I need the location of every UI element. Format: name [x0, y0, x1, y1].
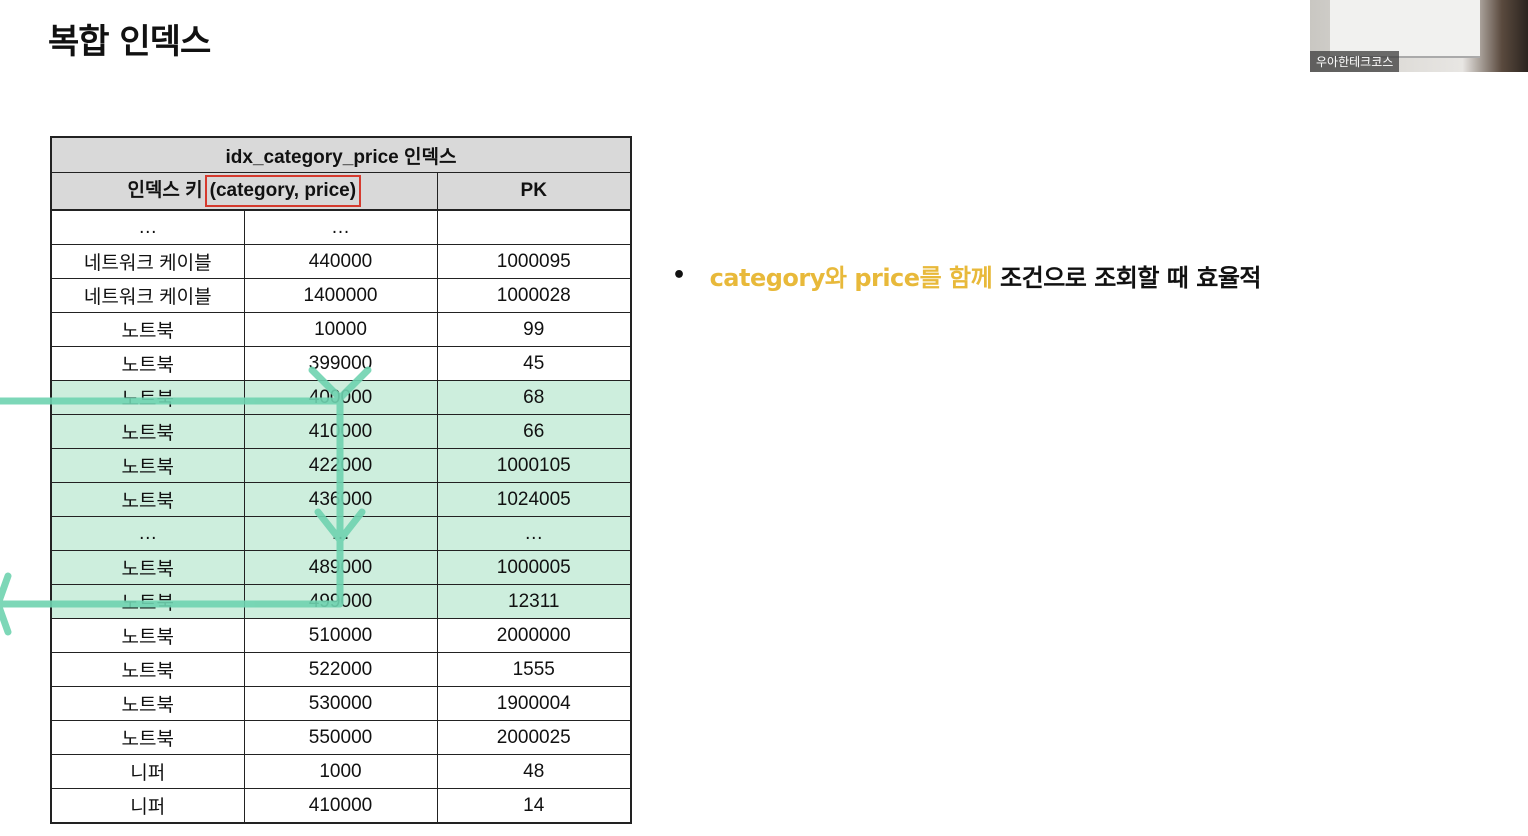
webcam-overlay: 우아한테크코스 — [1310, 0, 1528, 72]
index-key-columns-box: (category, price) — [204, 175, 362, 207]
bullet-rest-text: 조건으로 조회할 때 효율적 — [1000, 264, 1261, 292]
cell-pk: 1000105 — [436, 448, 632, 483]
cell-category: 노트북 — [50, 482, 245, 517]
table-row: 노트북 400000 68 — [50, 380, 632, 415]
cell-price: 550000 — [243, 720, 438, 755]
cell-price: 530000 — [243, 686, 438, 721]
table-row: 니퍼 410000 14 — [50, 788, 632, 824]
table-row: 노트북 10000 99 — [50, 312, 632, 347]
table-row: …… — [50, 209, 632, 245]
table-row: 노트북 399000 45 — [50, 346, 632, 381]
cell-price: 522000 — [243, 652, 438, 687]
cell-category: 노트북 — [50, 312, 245, 347]
cell-price: 400000 — [243, 380, 438, 415]
cell-pk: 14 — [436, 788, 632, 824]
index-key-header: 인덱스 키 (category, price) — [50, 172, 438, 211]
cell-category: 노트북 — [50, 380, 245, 415]
cell-category: 노트북 — [50, 346, 245, 381]
table-row: 노트북 550000 2000025 — [50, 720, 632, 755]
cell-pk: 2000025 — [436, 720, 632, 755]
cell-price: 436000 — [243, 482, 438, 517]
cell-price: 499000 — [243, 584, 438, 619]
table-row: 네트워크 케이블 440000 1000095 — [50, 244, 632, 279]
table-row: ……… — [50, 516, 632, 551]
bullet-point: • category와 price를 함께 조건으로 조회할 때 효율적 — [672, 258, 1261, 293]
cell-pk: 99 — [436, 312, 632, 347]
cell-category: 니퍼 — [50, 788, 245, 824]
table-row: 노트북 436000 1024005 — [50, 482, 632, 517]
cell-pk: 45 — [436, 346, 632, 381]
slide-title: 복합 인덱스 — [48, 22, 211, 62]
exit-arrow-head — [0, 572, 12, 636]
table-row: 노트북 489000 1000005 — [50, 550, 632, 585]
cell-price: 510000 — [243, 618, 438, 653]
webcam-label: 우아한테크코스 — [1310, 51, 1400, 72]
cell-pk: 1555 — [436, 652, 632, 687]
cell-pk: 66 — [436, 414, 632, 449]
cell-category: 노트북 — [50, 618, 245, 653]
table-row: 노트북 510000 2000000 — [50, 618, 632, 653]
cell-pk: 1024005 — [436, 482, 632, 517]
cell-category: 노트북 — [50, 686, 245, 721]
cell-pk: … — [436, 516, 632, 551]
table-row: 노트북 522000 1555 — [50, 652, 632, 687]
cell-pk: 2000000 — [436, 618, 632, 653]
pk-header: PK — [436, 172, 632, 211]
cell-category: 노트북 — [50, 448, 245, 483]
cell-category: 네트워크 케이블 — [50, 244, 245, 279]
cell-category: … — [50, 209, 245, 245]
cell-price: 489000 — [243, 550, 438, 585]
cell-category: 네트워크 케이블 — [50, 278, 245, 313]
bullet-dot-icon: • — [672, 263, 686, 288]
cell-price: 10000 — [243, 312, 438, 347]
table-body: …… 네트워크 케이블 440000 1000095 네트워크 케이블 1400000 10… — [50, 209, 632, 824]
cell-category: 니퍼 — [50, 754, 245, 789]
cell-price: 410000 — [243, 788, 438, 824]
cell-price: 422000 — [243, 448, 438, 483]
cell-price: 440000 — [243, 244, 438, 279]
cell-pk: 1000005 — [436, 550, 632, 585]
cell-pk: 12311 — [436, 584, 632, 619]
webcam-background-screen — [1330, 0, 1480, 58]
table-row: 노트북 410000 66 — [50, 414, 632, 449]
table-row: 노트북 422000 1000105 — [50, 448, 632, 483]
cell-price: 1000 — [243, 754, 438, 789]
cell-category: 노트북 — [50, 584, 245, 619]
table-row: 네트워크 케이블 1400000 1000028 — [50, 278, 632, 313]
cell-pk: 1000095 — [436, 244, 632, 279]
cell-pk: 48 — [436, 754, 632, 789]
index-key-prefix: 인덱스 키 — [127, 180, 203, 201]
table-title: idx_category_price 인덱스 — [50, 136, 632, 173]
cell-category: … — [50, 516, 245, 551]
cell-category: 노트북 — [50, 720, 245, 755]
index-table: idx_category_price 인덱스 인덱스 키 (category, p… — [50, 136, 632, 824]
table-row: 노트북 530000 1900004 — [50, 686, 632, 721]
cell-price: 410000 — [243, 414, 438, 449]
cell-pk: 1000028 — [436, 278, 632, 313]
cell-price: … — [243, 209, 438, 245]
cell-price: 1400000 — [243, 278, 438, 313]
bullet-highlight-text: category와 price를 함께 — [709, 264, 993, 292]
cell-pk: 68 — [436, 380, 632, 415]
cell-price: 399000 — [243, 346, 438, 381]
cell-pk: 1900004 — [436, 686, 632, 721]
cell-pk — [436, 209, 632, 245]
cell-category: 노트북 — [50, 414, 245, 449]
table-row: 노트북 499000 12311 — [50, 584, 632, 619]
cell-category: 노트북 — [50, 550, 245, 585]
cell-category: 노트북 — [50, 652, 245, 687]
cell-price: … — [243, 516, 438, 551]
table-row: 니퍼 1000 48 — [50, 754, 632, 789]
